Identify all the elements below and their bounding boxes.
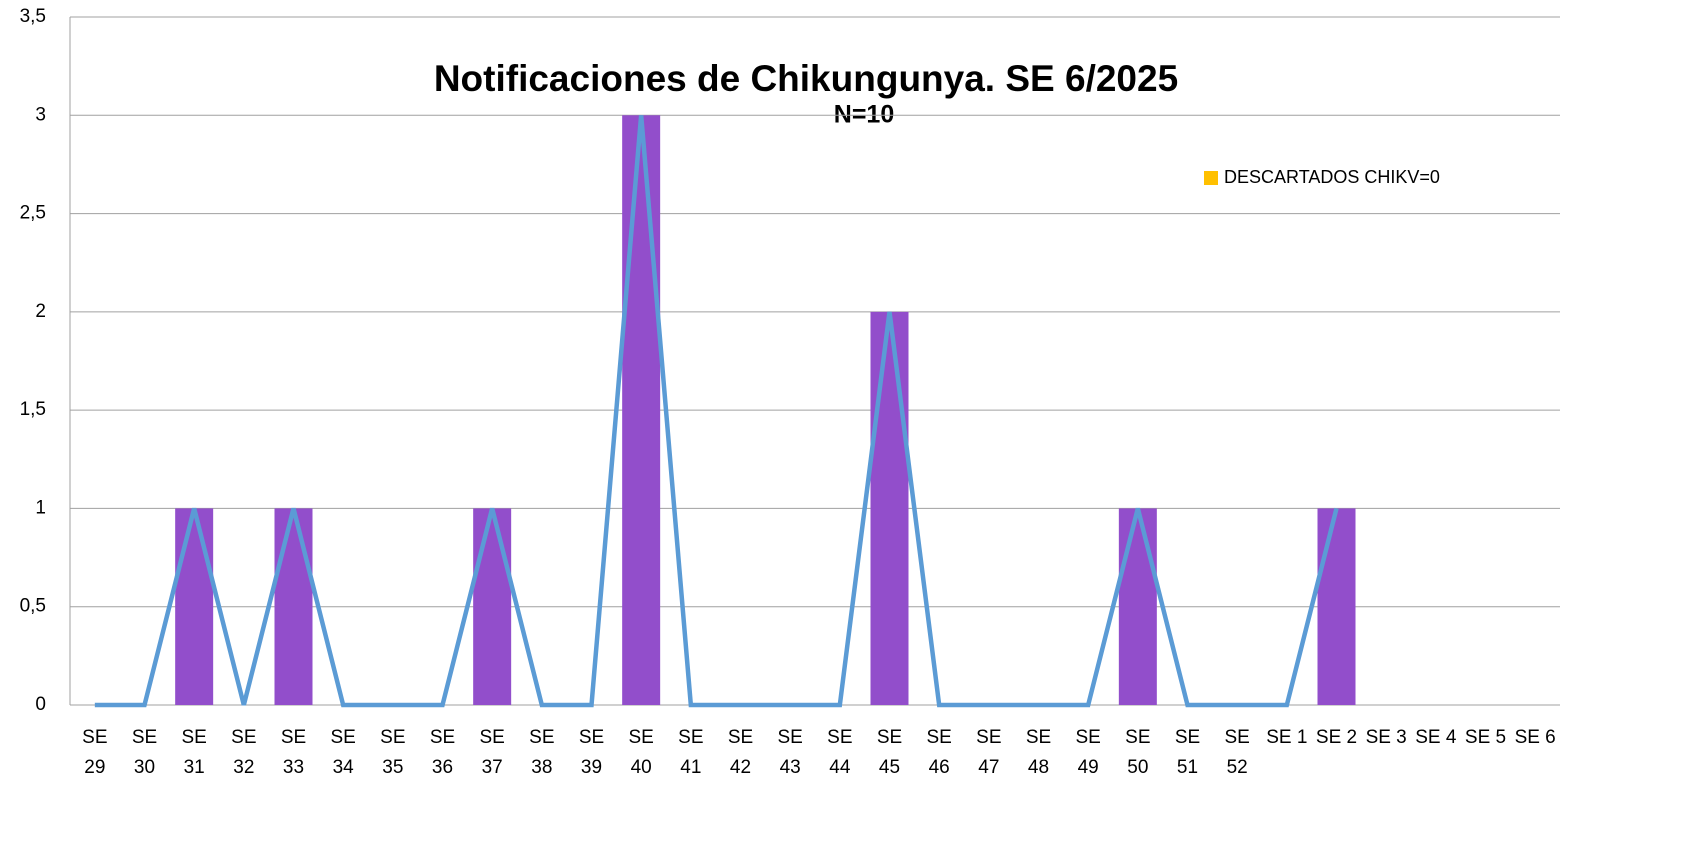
x-tick-label: SE 52: [1224, 727, 1249, 778]
x-tick-label: SE 4: [1415, 727, 1457, 748]
x-tick-label: SE 40: [628, 727, 653, 778]
x-tick-label: SE 47: [976, 727, 1001, 778]
y-tick-label: 3,5: [20, 6, 46, 27]
x-tick-label: SE 2: [1316, 727, 1357, 748]
bar: [473, 508, 512, 705]
x-tick-label: SE 30: [132, 727, 157, 778]
x-tick-label: SE 44: [827, 727, 852, 778]
legend-label: DESCARTADOS CHIKV=0: [1224, 167, 1440, 187]
x-tick-label: SE 46: [926, 727, 951, 778]
bar: [870, 311, 909, 705]
x-tick-label: SE 29: [82, 727, 107, 778]
bar: [1317, 508, 1356, 705]
x-tick-label: SE 5: [1465, 727, 1506, 748]
bar: [175, 508, 214, 705]
bar: [1118, 508, 1157, 705]
x-tick-label: SE 42: [728, 727, 753, 778]
y-tick-label: 1: [35, 497, 46, 518]
x-tick-label: SE 39: [579, 727, 604, 778]
bar: [274, 508, 313, 705]
chart-subtitle: N=10: [834, 101, 894, 129]
chart-title: Notificaciones de Chikungunya. SE 6/2025: [434, 58, 1178, 99]
x-tick-label: SE 35: [380, 727, 405, 778]
y-tick-label: 2: [35, 301, 46, 322]
x-tick-label: SE 50: [1125, 727, 1150, 778]
x-tick-label: SE 41: [678, 727, 703, 778]
x-tick-label: SE 33: [281, 727, 306, 778]
y-tick-label: 0: [35, 694, 46, 715]
x-tick-label: SE 31: [181, 727, 206, 778]
y-tick-label: 3: [35, 104, 46, 125]
y-tick-label: 2,5: [20, 203, 46, 224]
x-tick-label: SE 49: [1075, 727, 1100, 778]
x-tick-label: SE 32: [231, 727, 256, 778]
x-tick-label: SE 43: [777, 727, 802, 778]
bar: [622, 115, 661, 706]
x-tick-label: SE 36: [430, 727, 455, 778]
x-tick-label: SE 6: [1515, 727, 1556, 748]
x-tick-label: SE 37: [479, 727, 504, 778]
x-tick-label: SE 45: [877, 727, 902, 778]
line: [94, 115, 1339, 708]
x-tick-label: SE 48: [1026, 727, 1051, 778]
y-tick-label: 1,5: [20, 399, 46, 420]
x-tick-label: SE 51: [1175, 727, 1200, 778]
y-tick-label: 0,5: [20, 596, 46, 617]
x-tick-label: SE 3: [1366, 727, 1407, 748]
x-tick-label: SE 34: [330, 727, 355, 778]
legend-swatch: [1204, 171, 1218, 185]
x-tick-label: SE 38: [529, 727, 554, 778]
x-tick-label: SE 1: [1266, 727, 1307, 748]
